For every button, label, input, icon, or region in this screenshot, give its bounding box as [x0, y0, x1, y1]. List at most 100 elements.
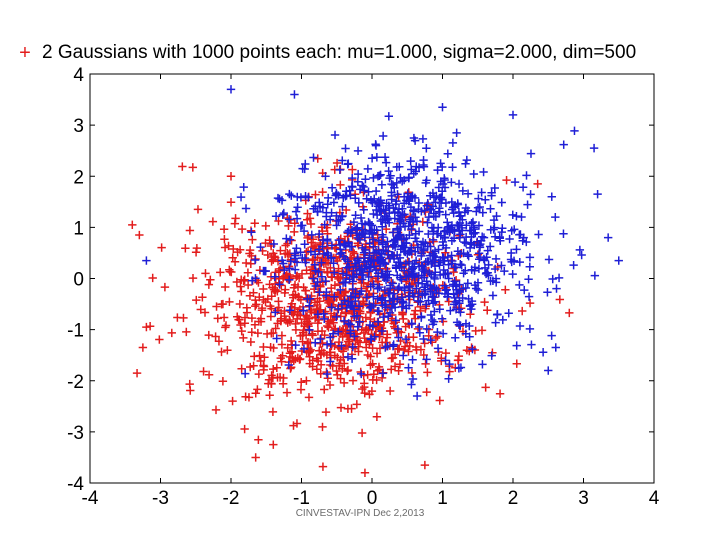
data-point: [344, 258, 353, 268]
data-point: [389, 228, 398, 237]
data-point: [303, 294, 312, 304]
data-point: [332, 312, 341, 322]
data-point: [370, 194, 379, 204]
data-point: [369, 238, 379, 247]
data-point: [402, 268, 411, 277]
data-point: [371, 265, 381, 275]
data-point: [318, 187, 327, 197]
data-point: [455, 212, 464, 221]
data-point: [283, 213, 292, 223]
data-point: [386, 281, 395, 290]
data-point: [301, 293, 311, 302]
data-point: [281, 241, 290, 250]
data-point: [358, 181, 367, 190]
data-point: [388, 353, 398, 363]
data-point: [375, 292, 384, 301]
data-point: [433, 327, 442, 337]
data-point: [370, 330, 379, 340]
data-point: [254, 278, 263, 287]
data-point: [349, 305, 359, 314]
data-point: [192, 295, 201, 305]
data-point: [356, 265, 366, 275]
data-point: [347, 270, 356, 279]
data-point: [425, 251, 435, 260]
data-point: [329, 325, 339, 335]
data-point: [375, 171, 384, 180]
data-point: [431, 252, 440, 262]
data-point: [401, 213, 410, 222]
data-point: [351, 329, 360, 338]
data-point: [488, 276, 498, 286]
data-point: [426, 287, 435, 296]
data-point: [455, 218, 465, 228]
data-point: [330, 351, 340, 360]
data-point: [347, 254, 356, 264]
data-point: [286, 255, 296, 264]
data-point: [323, 243, 332, 252]
data-point: [354, 347, 363, 356]
data-point: [334, 343, 344, 352]
data-point: [467, 343, 476, 352]
data-point: [276, 309, 286, 318]
data-point: [286, 257, 295, 266]
data-point: [277, 281, 286, 290]
data-point: [509, 256, 519, 266]
data-point: [300, 314, 310, 324]
data-point: [484, 260, 493, 270]
data-point: [367, 221, 377, 230]
data-point: [421, 359, 430, 369]
data-point: [368, 233, 377, 243]
data-point: [245, 249, 254, 258]
data-point: [326, 353, 335, 362]
data-point: [453, 356, 463, 365]
data-point: [374, 320, 383, 329]
data-point: [360, 388, 369, 398]
data-point: [348, 272, 357, 281]
data-point: [409, 333, 418, 342]
data-point: [273, 193, 283, 203]
data-point: [364, 267, 374, 276]
data-point: [378, 272, 388, 281]
data-point: [316, 305, 325, 315]
data-point: [380, 286, 389, 296]
data-point: [323, 236, 332, 246]
data-point: [515, 257, 524, 267]
data-point: [458, 284, 468, 293]
data-point: [440, 281, 449, 291]
data-point: [305, 352, 314, 361]
data-point: [372, 349, 382, 358]
data-point: [327, 253, 336, 263]
data-point: [354, 301, 364, 311]
data-point: [346, 329, 355, 338]
data-point: [245, 245, 255, 255]
data-point: [370, 249, 379, 258]
data-point: [355, 265, 365, 275]
data-point: [395, 222, 405, 232]
data-point: [441, 248, 450, 257]
data-point: [455, 280, 464, 289]
data-point: [438, 179, 448, 189]
data-point: [402, 239, 411, 248]
data-point: [329, 259, 338, 268]
data-point: [368, 321, 378, 331]
data-point: [353, 233, 362, 243]
data-point: [380, 300, 390, 309]
data-point: [292, 314, 302, 324]
data-point: [443, 269, 452, 278]
data-point: [408, 191, 417, 201]
data-point: [356, 309, 365, 318]
data-point: [335, 165, 345, 175]
data-point: [351, 194, 360, 203]
data-point: [279, 272, 288, 281]
data-point: [269, 364, 278, 374]
data-point: [232, 277, 242, 287]
data-point: [220, 235, 229, 244]
data-point: [461, 329, 471, 338]
data-point: [366, 262, 375, 271]
data-point: [395, 230, 404, 240]
data-point: [191, 248, 201, 257]
data-point: [458, 293, 467, 303]
data-point: [274, 216, 283, 226]
data-point: [369, 248, 379, 258]
data-point: [271, 308, 280, 317]
